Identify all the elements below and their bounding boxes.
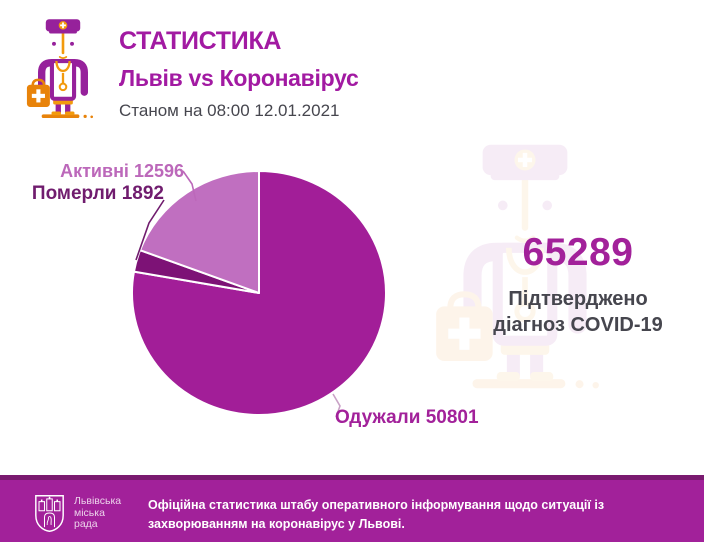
footer-text: Офіційна статистика штабу оперативного і…: [148, 498, 605, 531]
org-name-line1: Львівська: [74, 495, 122, 507]
as-of-date: Станом на 08:00 12.01.2021: [119, 101, 340, 120]
page-title: СТАТИСТИКА: [119, 27, 282, 55]
header: СТАТИСТИКА Львів vs Коронавірус Станом н…: [119, 27, 359, 121]
pie-label-recovered: Одужали 50801: [335, 407, 479, 428]
confirmed-block: 65289 Підтверджено діагноз COVID-19: [468, 231, 688, 338]
pie-slice-Активні: [139, 170, 260, 294]
confirmed-label-line1: Підтверджено: [508, 288, 648, 310]
pie-label-active: Активні 12596: [60, 161, 184, 181]
pie-label-deaths: Померли 1892: [31, 183, 164, 204]
leader-line-recovered: [332, 393, 341, 418]
footer-bar: Львівська міська рада Офіційна статистик…: [0, 475, 704, 542]
confirmed-count: 65289: [522, 231, 634, 274]
confirmed-label-line2: діагноз COVID-19: [493, 314, 663, 336]
org-name-line2: міська: [74, 506, 105, 519]
confirmed-label: Підтверджено діагноз COVID-19: [468, 286, 688, 338]
org-name-line3: рада: [74, 518, 98, 530]
doctor-icon: [22, 16, 104, 120]
leader-line-active: [182, 170, 197, 202]
org-name: Львівська міська рада: [74, 495, 122, 531]
page-subtitle: Львів vs Коронавірус: [119, 65, 359, 91]
lviv-city-council-logo: [34, 494, 65, 533]
leader-line-deaths: [135, 199, 165, 261]
